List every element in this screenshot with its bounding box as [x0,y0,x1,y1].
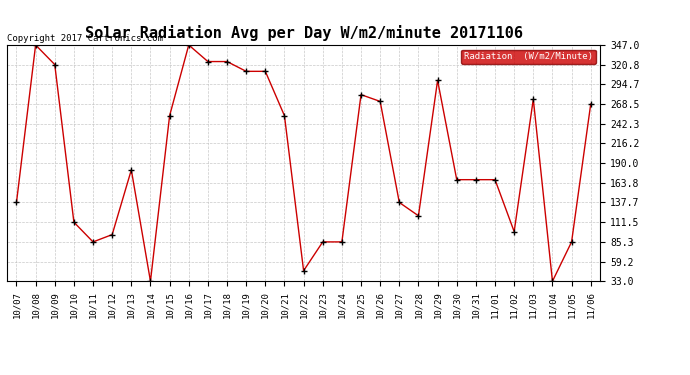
Legend: Radiation  (W/m2/Minute): Radiation (W/m2/Minute) [462,50,595,64]
Text: Copyright 2017 Cartronics.com: Copyright 2017 Cartronics.com [7,34,163,43]
Title: Solar Radiation Avg per Day W/m2/minute 20171106: Solar Radiation Avg per Day W/m2/minute … [85,25,522,41]
